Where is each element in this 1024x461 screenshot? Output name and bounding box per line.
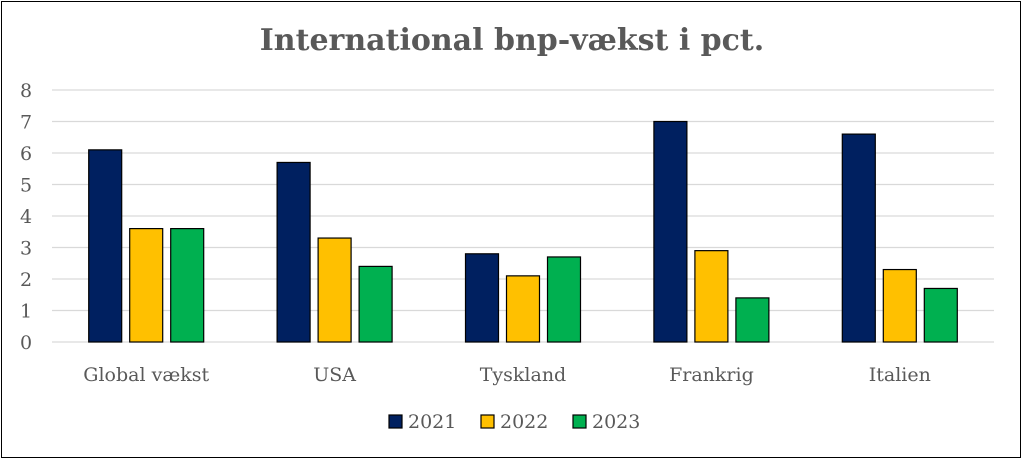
bar-2022-2: [505, 275, 541, 343]
y-axis-ticks: 0 1 2 3 4 5 6 7 8: [20, 80, 32, 354]
x-axis-labels: Global vækst USA Tyskland Frankrig Italien: [83, 364, 931, 386]
x-tick-label: Italien: [869, 364, 931, 386]
bar-2023-2: [546, 256, 582, 343]
bar-2021-2: [464, 253, 500, 343]
x-tick-label: Tyskland: [480, 364, 566, 386]
legend-label: 2021: [408, 411, 456, 433]
y-tick-label: 8: [20, 80, 32, 102]
y-tick-label: 6: [20, 143, 32, 165]
gridlines: [52, 89, 994, 343]
chart-title: International bnp-vækst i pct.: [260, 23, 764, 58]
bar-2023-3: [735, 297, 770, 343]
bar-2021-0: [88, 149, 123, 343]
bar-2023-4: [923, 287, 958, 343]
y-tick-label: 0: [20, 332, 32, 354]
bars: [88, 120, 958, 343]
x-tick-label: Frankrig: [669, 364, 754, 386]
bar-2023-0: [170, 228, 205, 343]
legend-label: 2023: [592, 411, 640, 433]
y-tick-label: 1: [20, 301, 32, 323]
legend-label: 2022: [500, 411, 548, 433]
legend-swatch-2022: [480, 414, 495, 429]
y-tick-label: 7: [20, 112, 32, 134]
x-tick-label: Global vækst: [83, 364, 209, 386]
y-tick-label: 4: [20, 206, 32, 228]
y-tick-label: 5: [20, 175, 32, 197]
bar-2023-1: [358, 265, 393, 343]
bar-2022-3: [694, 250, 729, 343]
bar-2022-4: [882, 268, 917, 343]
legend-swatch-2023: [572, 414, 587, 429]
bar-2022-0: [129, 228, 164, 343]
x-tick-label: USA: [313, 364, 356, 386]
bar-2021-3: [653, 120, 688, 343]
bar-2021-4: [841, 133, 876, 343]
y-tick-label: 3: [20, 238, 32, 260]
bar-2022-1: [317, 237, 352, 343]
legend-swatch-2021: [388, 414, 403, 429]
legend: 2021 2022 2023: [388, 411, 640, 433]
bar-2021-1: [276, 161, 311, 343]
y-tick-label: 2: [20, 269, 32, 291]
